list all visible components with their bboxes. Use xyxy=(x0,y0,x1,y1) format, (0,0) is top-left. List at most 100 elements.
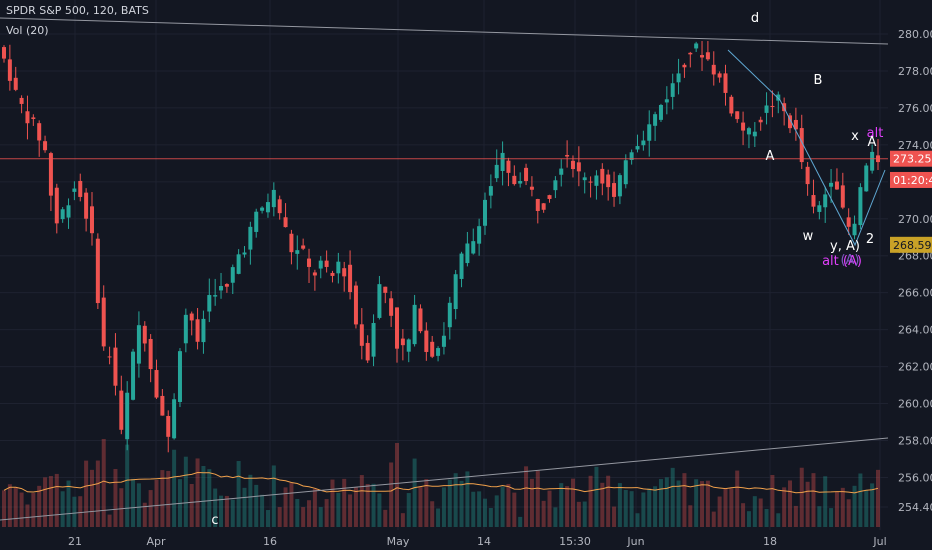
candle-body xyxy=(529,186,534,190)
volume-bar xyxy=(436,508,441,527)
trendlines xyxy=(0,17,889,521)
candle-body xyxy=(2,47,6,59)
volume-bar xyxy=(576,501,581,527)
volume-bar xyxy=(582,501,587,527)
candle-body xyxy=(582,177,587,181)
candle-body xyxy=(723,73,728,93)
volume-bar xyxy=(482,498,487,527)
volume-bar xyxy=(7,484,12,527)
volume-bar xyxy=(788,480,793,527)
candle-body xyxy=(541,203,546,210)
axis-ticks: 280.00278.00276.00274.00272.00270.00268.… xyxy=(68,28,932,548)
volume-bar xyxy=(66,480,71,527)
volume-bar xyxy=(594,466,599,527)
candle-body xyxy=(195,319,200,342)
candle-body xyxy=(776,94,781,101)
volume-bar xyxy=(101,438,106,527)
volume-bar xyxy=(488,508,493,527)
candle-body xyxy=(348,264,353,293)
candle-body xyxy=(25,111,30,124)
volume-bar xyxy=(365,484,370,527)
volume-bar xyxy=(705,480,710,527)
wave-label: alt (A) xyxy=(822,254,862,269)
volume-bar xyxy=(254,484,259,527)
volume-bar xyxy=(529,478,534,527)
candle-body xyxy=(606,174,611,188)
candle-body xyxy=(342,268,347,277)
candle-body xyxy=(658,104,663,120)
volume-bar xyxy=(260,494,265,527)
candle-body xyxy=(512,175,517,185)
candle-body xyxy=(166,415,171,437)
volume-bar xyxy=(764,508,769,527)
volume-bar xyxy=(876,469,880,527)
candle-body xyxy=(107,356,112,358)
volume-bar xyxy=(242,487,247,527)
volume-bar xyxy=(553,507,558,527)
candle-body xyxy=(95,238,100,304)
candle-body xyxy=(735,111,740,120)
volume-bar xyxy=(342,478,347,527)
volume-bar xyxy=(295,499,300,527)
volume-bar xyxy=(207,469,212,527)
candle-body xyxy=(870,151,875,171)
volume-bar xyxy=(494,495,499,527)
candle-body xyxy=(805,166,810,185)
y-tick-label: 266.00 xyxy=(898,287,932,300)
candle-body xyxy=(131,351,136,400)
candle-body xyxy=(72,188,77,192)
volume-bar xyxy=(348,494,353,527)
volume-bar xyxy=(377,493,382,527)
volume-bar xyxy=(459,480,464,527)
volume-bar xyxy=(307,500,312,527)
volume-bar xyxy=(588,475,593,527)
volume-bar xyxy=(383,509,388,527)
volume-bar xyxy=(688,505,693,527)
volume-bar xyxy=(400,513,405,527)
candle-body xyxy=(459,253,464,279)
volume-bar xyxy=(13,487,18,527)
volume-bar xyxy=(412,458,417,527)
volume-bar xyxy=(353,487,358,527)
volume-bar xyxy=(166,470,171,527)
price-tags: 273.25 01:20:42 268.59 xyxy=(890,150,932,253)
volume-bar xyxy=(301,507,306,527)
volume-bar xyxy=(312,488,317,527)
candle-body xyxy=(7,59,12,81)
volume-bar xyxy=(711,511,716,527)
volume-bar xyxy=(406,493,411,527)
candle-body xyxy=(418,308,423,332)
wave-label: (A) xyxy=(840,253,859,268)
candles xyxy=(2,41,880,453)
candle-body xyxy=(412,304,417,345)
candle-body xyxy=(389,298,394,316)
volume-bar xyxy=(776,513,781,527)
candle-body xyxy=(594,175,599,186)
candle-body xyxy=(219,285,224,291)
candle-body xyxy=(858,187,863,226)
candle-body xyxy=(365,342,370,361)
candle-body xyxy=(400,338,405,346)
volume-bar xyxy=(524,466,529,527)
candle-body xyxy=(682,64,687,68)
volume-bar xyxy=(271,465,276,527)
x-tick-label: 14 xyxy=(477,535,491,548)
wave-label: d xyxy=(751,11,759,26)
candle-body xyxy=(289,233,294,253)
volume-bar xyxy=(658,479,663,527)
candle-body xyxy=(224,284,229,287)
volume-bar xyxy=(793,505,798,527)
volume-bar xyxy=(318,507,323,527)
price-tag xyxy=(890,171,932,188)
volume-bar xyxy=(219,495,224,527)
volume-bar xyxy=(823,476,828,527)
y-tick-label: 260.00 xyxy=(898,398,932,411)
wave-label: w xyxy=(803,229,814,244)
candle-body xyxy=(248,226,253,250)
candle-body xyxy=(125,392,130,440)
candle-body xyxy=(864,165,869,192)
wave-path-line xyxy=(727,49,886,247)
candle-body xyxy=(330,272,335,276)
